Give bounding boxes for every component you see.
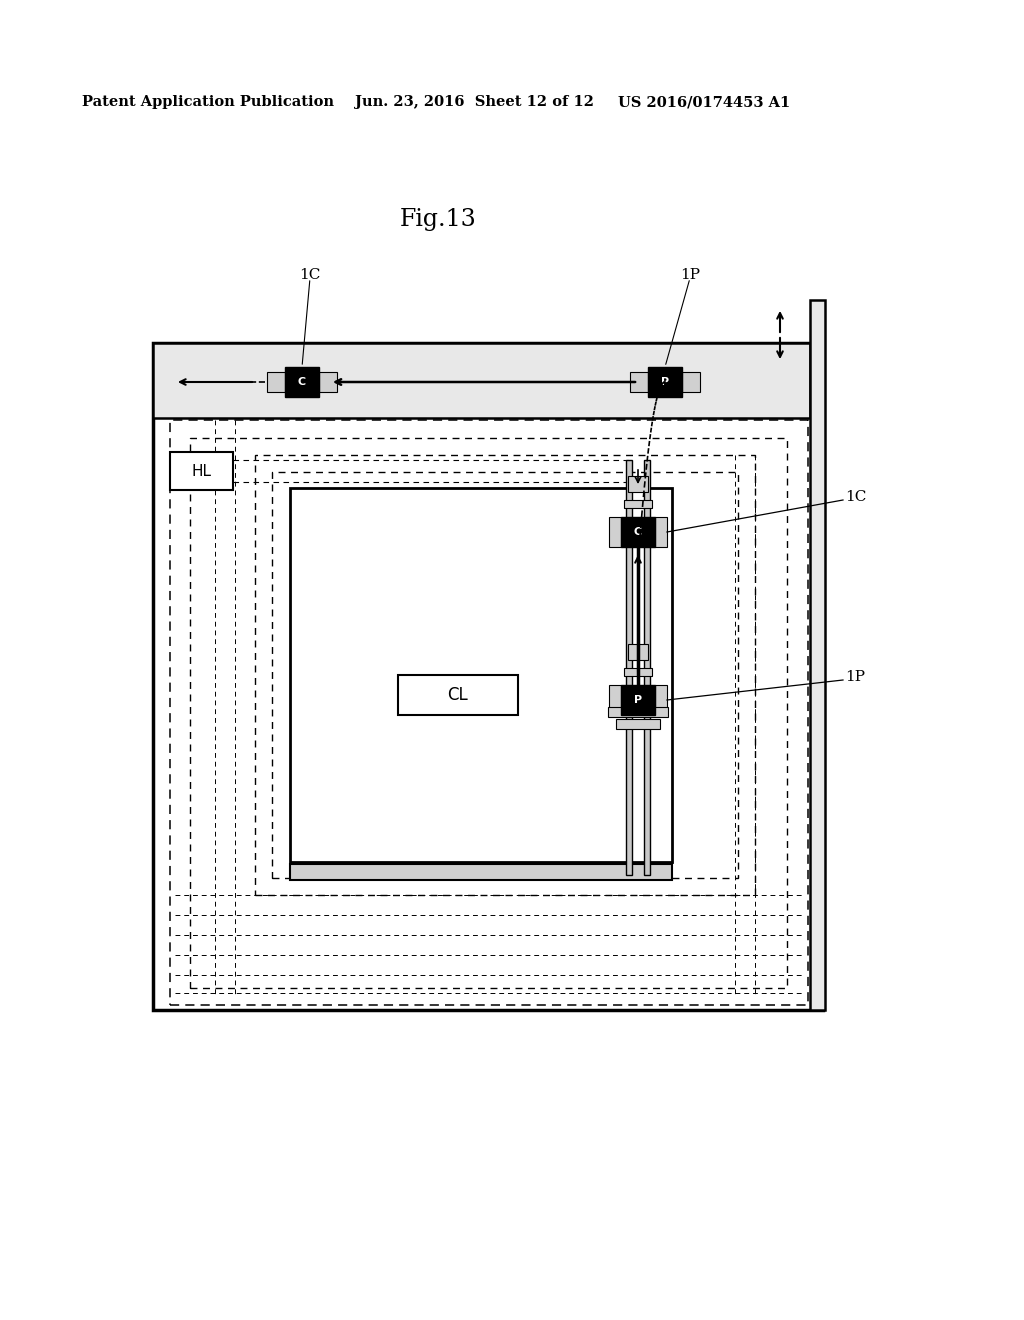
Bar — [624, 668, 652, 676]
Bar — [609, 685, 621, 715]
Bar — [648, 367, 682, 397]
Text: Fig.13: Fig.13 — [400, 209, 477, 231]
Bar — [170, 451, 233, 490]
Text: 1P: 1P — [680, 268, 700, 282]
Bar — [153, 343, 810, 418]
Bar — [153, 343, 823, 1010]
Text: Patent Application Publication: Patent Application Publication — [82, 95, 334, 110]
Bar — [628, 477, 648, 492]
Bar — [609, 517, 621, 546]
Bar — [272, 473, 738, 878]
Bar — [626, 459, 632, 875]
Bar — [398, 675, 518, 715]
Bar — [810, 300, 825, 1010]
Bar — [621, 685, 655, 715]
Text: Jun. 23, 2016  Sheet 12 of 12: Jun. 23, 2016 Sheet 12 of 12 — [355, 95, 594, 110]
Bar — [267, 372, 285, 392]
Bar — [630, 372, 648, 392]
Text: US 2016/0174453 A1: US 2016/0174453 A1 — [618, 95, 791, 110]
Text: C: C — [634, 527, 642, 537]
Bar — [608, 708, 668, 717]
Bar — [655, 517, 667, 546]
Bar — [290, 488, 672, 862]
Text: P: P — [660, 378, 669, 387]
Bar — [290, 865, 672, 880]
Bar — [682, 372, 700, 392]
Bar — [190, 438, 787, 987]
Text: 1C: 1C — [299, 268, 321, 282]
Bar — [621, 517, 655, 546]
Bar — [628, 644, 648, 660]
Bar — [285, 367, 319, 397]
Text: CL: CL — [447, 686, 468, 704]
Bar — [319, 372, 337, 392]
Bar — [624, 500, 652, 508]
Text: C: C — [298, 378, 306, 387]
Text: HL: HL — [191, 463, 212, 479]
Bar — [170, 420, 808, 1005]
Bar — [644, 459, 650, 875]
Text: 1C: 1C — [845, 490, 866, 504]
Text: 1P: 1P — [845, 671, 865, 684]
Bar — [655, 685, 667, 715]
Text: P: P — [634, 696, 642, 705]
Bar — [255, 455, 755, 895]
Bar — [616, 719, 660, 729]
